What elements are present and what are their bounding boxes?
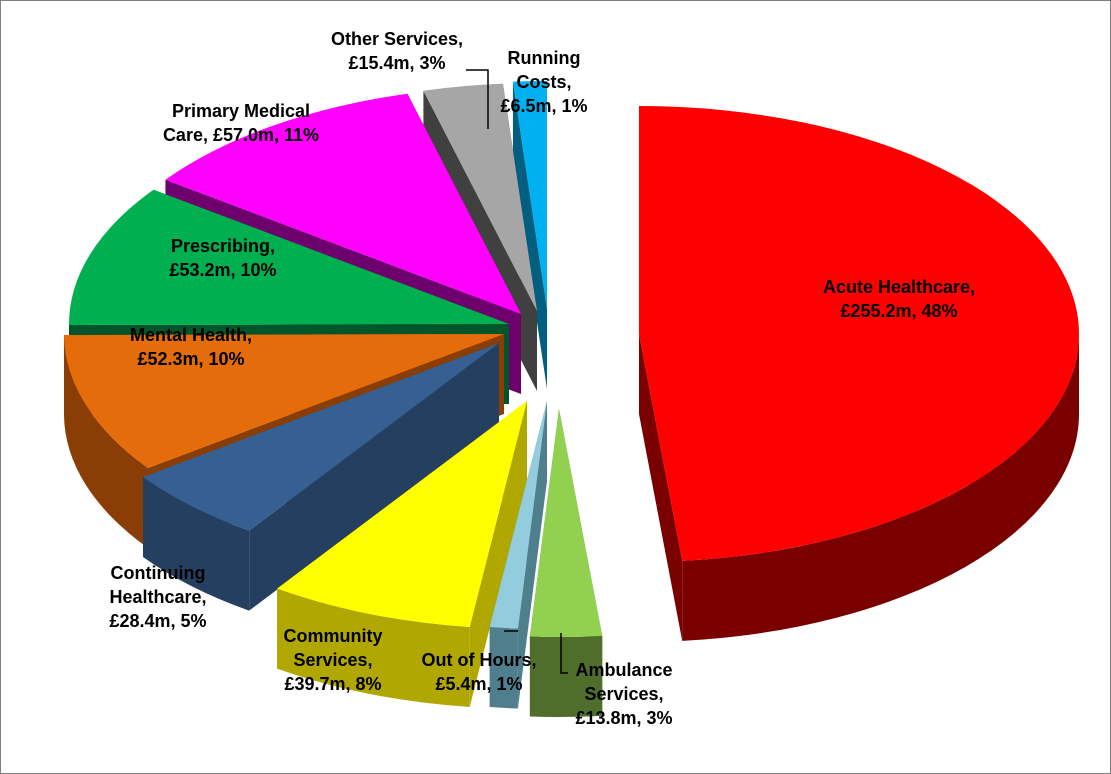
data-labels: Acute Healthcare, £255.2m, 48% Ambulance Se… xyxy=(109,29,975,728)
data-label-line: Out of Hours, xyxy=(422,650,537,670)
slice-continuing-healthcare xyxy=(142,343,499,531)
data-label-ambulance-services: Ambulance Services, £13.8m, 3% xyxy=(575,660,672,728)
data-label-line: Costs, xyxy=(516,72,571,92)
slice-side-running-costs xyxy=(512,81,547,389)
slice-running-costs xyxy=(512,81,547,309)
data-label-prescribing: Prescribing, £53.2m, 10% xyxy=(169,236,276,280)
leader-line-other-services xyxy=(466,69,489,129)
slice-side-acute-healthcare xyxy=(639,334,1079,641)
data-label-line: Community xyxy=(284,626,383,646)
data-label-line: Care, £57.0m, 11% xyxy=(163,125,319,145)
data-label-line: Other Services, xyxy=(331,29,463,49)
data-label-line: Mental Health, xyxy=(130,325,252,345)
data-label-mental-health: Mental Health, £52.3m, 10% xyxy=(130,325,252,369)
slice-other-services xyxy=(423,83,537,311)
data-label-line: £28.4m, 5% xyxy=(109,611,206,631)
data-label-community-services: Community Services, £39.7m, 8% xyxy=(284,626,383,694)
data-label-line: Ambulance xyxy=(575,660,672,680)
data-label-line: Prescribing, xyxy=(171,236,275,256)
slice-community-services xyxy=(277,401,527,628)
slice-acute-healthcare xyxy=(639,106,1079,561)
data-label-line: £13.8m, 3% xyxy=(575,708,672,728)
data-label-line: £53.2m, 10% xyxy=(169,260,276,280)
slice-end-wall xyxy=(639,334,683,641)
data-label-line: £15.4m, 3% xyxy=(348,53,445,73)
data-label-other-services: Other Services, £15.4m, 3% xyxy=(331,29,463,73)
data-label-primary-medical-care: Primary Medical Care, £57.0m, 11% xyxy=(163,101,319,145)
slice-primary-medical-care xyxy=(165,93,521,315)
data-label-line: Services, xyxy=(293,650,372,670)
data-label-continuing-healthcare: Continuing Healthcare, £28.4m, 5% xyxy=(109,563,206,631)
data-label-line: Services, xyxy=(584,684,663,704)
data-label-line: £6.5m, 1% xyxy=(500,96,587,116)
data-label-line: £255.2m, 48% xyxy=(840,301,957,321)
slice-outer-wall xyxy=(682,334,1079,641)
data-label-line: Continuing xyxy=(111,563,206,583)
data-label-line: Running xyxy=(508,48,581,68)
slice-outer-wall xyxy=(64,335,148,548)
data-label-line: Healthcare, xyxy=(109,587,206,607)
data-label-out-of-hours: Out of Hours, £5.4m, 1% xyxy=(422,650,537,694)
slice-start-wall xyxy=(512,81,547,389)
slice-mental-health xyxy=(64,334,504,468)
data-label-line: £39.7m, 8% xyxy=(284,674,381,694)
slice-outer-wall xyxy=(529,635,603,717)
data-label-line: Primary Medical xyxy=(172,101,310,121)
data-label-acute-healthcare: Acute Healthcare, £255.2m, 48% xyxy=(823,277,975,321)
leader-line-ambulance-services xyxy=(560,633,568,674)
data-label-line: £5.4m, 1% xyxy=(435,674,522,694)
slice-out-of-hours xyxy=(489,401,547,629)
leader-lines xyxy=(466,69,568,674)
data-label-line: Acute Healthcare, xyxy=(823,277,975,297)
slice-ambulance-services xyxy=(529,409,603,637)
data-label-line: £52.3m, 10% xyxy=(137,349,244,369)
pie-tops xyxy=(64,81,1079,637)
data-label-running-costs: Running Costs, £6.5m, 1% xyxy=(500,48,587,116)
slice-prescribing xyxy=(69,189,510,326)
